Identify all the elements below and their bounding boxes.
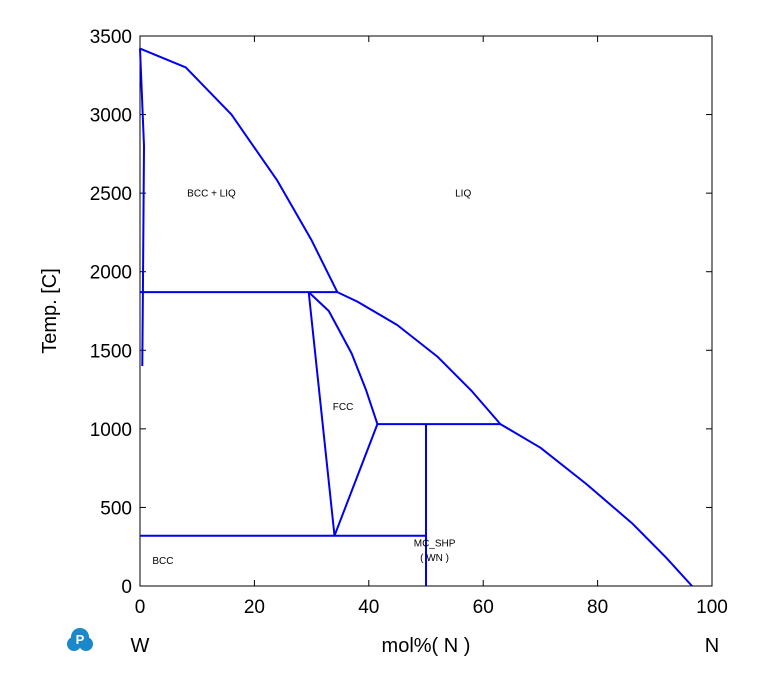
y-tick-label: 0 <box>121 577 132 598</box>
y-tick-label: 3000 <box>90 106 132 127</box>
x-right-element-label: N <box>705 635 719 657</box>
phase-boundary-line <box>139 48 145 367</box>
y-tick-label: 1000 <box>90 420 132 441</box>
x-tick-label: 40 <box>358 597 379 618</box>
x-axis-label: mol%( N ) <box>382 635 471 657</box>
phase-boundary-line <box>333 423 379 537</box>
region-label: FCC <box>333 402 354 413</box>
y-tick-label: 3500 <box>90 27 132 48</box>
phase-boundaries <box>139 47 693 587</box>
x-tick-label: 80 <box>587 597 608 618</box>
y-tick-label: 500 <box>100 498 132 519</box>
y-tick-label: 2000 <box>90 263 132 284</box>
logo-icon: P <box>67 628 93 651</box>
phase-boundary-line <box>499 423 693 587</box>
y-tick-label: 2500 <box>90 184 132 205</box>
region-labels: BCC + LIQ LIQ FCC MC_SHP ( WN ) BCC <box>152 188 471 567</box>
region-label: LIQ <box>455 188 471 199</box>
phase-boundary-line <box>139 47 339 293</box>
y-axis-label: Temp. [C] <box>39 268 61 354</box>
phase-boundary-line <box>336 291 502 425</box>
x-tick-label: 20 <box>244 597 265 618</box>
region-label: BCC <box>152 556 173 567</box>
region-label: MC_SHP <box>414 539 456 550</box>
x-tick-label: 60 <box>473 597 494 618</box>
phase-boundary-line <box>307 291 336 536</box>
region-label: BCC + LIQ <box>187 188 236 199</box>
x-tick-label: 0 <box>135 597 146 618</box>
y-tick-label: 1500 <box>90 341 132 362</box>
logo-letter: P <box>76 632 85 647</box>
x-tick-label: 100 <box>696 597 728 618</box>
x-left-element-label: W <box>131 635 150 657</box>
phase-boundary-line <box>308 291 379 425</box>
region-label: ( WN ) <box>420 553 449 564</box>
